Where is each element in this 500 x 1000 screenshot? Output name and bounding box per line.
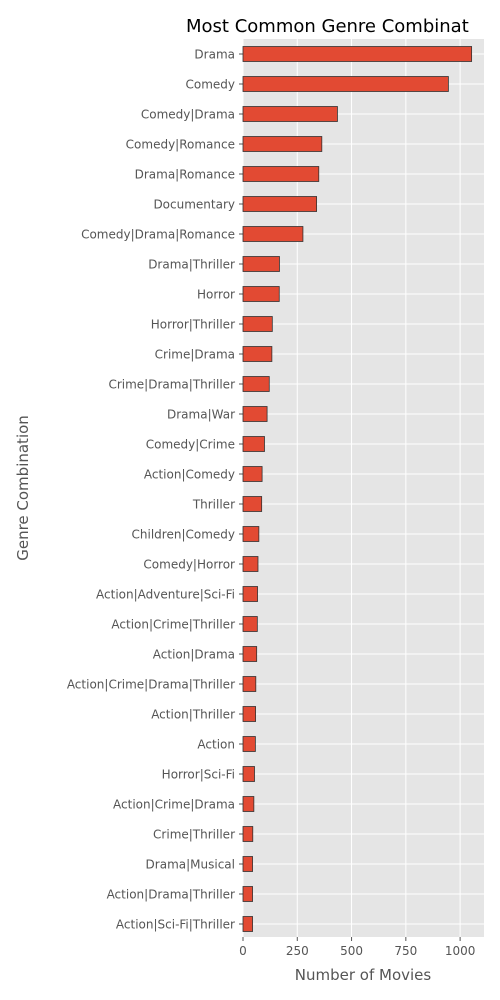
y-tick-label: Comedy|Horror <box>143 558 235 572</box>
bar <box>242 136 323 152</box>
x-tick-label: 750 <box>394 944 417 958</box>
bar <box>242 826 254 842</box>
y-tick-label: Comedy|Crime <box>146 438 235 452</box>
x-tick-label: 250 <box>286 944 309 958</box>
chart-title: Most Common Genre Combinat <box>186 16 469 37</box>
bar <box>242 376 270 392</box>
bar <box>242 556 259 572</box>
bar <box>242 856 253 872</box>
y-tick-label: Comedy|Drama <box>141 108 235 122</box>
y-tick-label: Comedy|Drama|Romance <box>81 228 235 242</box>
y-tick-label: Horror <box>197 288 235 302</box>
y-tick-label: Action|Comedy <box>144 468 235 482</box>
bar <box>242 436 265 452</box>
x-tick-label: 500 <box>340 944 363 958</box>
bar <box>242 466 263 482</box>
x-tick-labels: 0 250 500 750 1000 <box>239 944 475 958</box>
y-tick-label: Action|Adventure|Sci-Fi <box>96 588 235 602</box>
bar <box>242 916 253 932</box>
x-tick-label: 0 <box>239 944 247 958</box>
y-tick-label: Action|Crime|Thriller <box>111 618 235 632</box>
bar <box>242 526 260 542</box>
y-tick-label: Horror|Sci-Fi <box>162 768 235 782</box>
bar <box>242 886 253 902</box>
y-tick-label: Action|Crime|Drama <box>113 798 235 812</box>
x-axis-label: Number of Movies <box>295 966 432 984</box>
y-tick-label: Action|Drama|Thriller <box>107 888 235 902</box>
y-tick-label: Action|Crime|Drama|Thriller <box>67 678 235 692</box>
y-tick-label: Action <box>197 738 235 752</box>
y-tick-label: Horror|Thriller <box>151 318 235 332</box>
y-tick-label: Action|Sci-Fi|Thriller <box>116 918 235 932</box>
y-axis-label: Genre Combination <box>14 415 32 561</box>
y-tick-label: Action|Thriller <box>151 708 235 722</box>
y-tick-label: Crime|Drama <box>155 348 235 362</box>
y-tick-label: Drama|War <box>167 408 235 422</box>
bar <box>242 616 258 632</box>
y-tick-label: Children|Comedy <box>132 528 235 542</box>
y-tick-label: Drama|Musical <box>146 858 235 872</box>
plot-background <box>243 39 484 937</box>
bar <box>242 256 280 272</box>
bar <box>242 796 255 812</box>
bar <box>242 76 449 92</box>
bar <box>242 406 268 422</box>
y-tick-label: Drama|Romance <box>135 168 235 182</box>
bar <box>242 286 280 302</box>
bar <box>242 496 263 512</box>
y-tick-label: Thriller <box>192 498 235 512</box>
bar <box>242 586 258 602</box>
bar <box>242 676 257 692</box>
bar <box>242 226 304 242</box>
y-tick-label: Drama <box>194 48 235 62</box>
y-tick-labels: Drama Comedy Comedy|Drama Comedy|Romance Dra… <box>67 48 235 932</box>
y-tick-label: Comedy <box>185 78 235 92</box>
bar <box>242 766 255 782</box>
y-tick-label: Drama|Thriller <box>148 258 235 272</box>
y-tick-label: Crime|Thriller <box>153 828 235 842</box>
y-tick-label: Documentary <box>153 198 235 212</box>
bars <box>242 46 473 932</box>
y-tick-label: Comedy|Romance <box>126 138 235 152</box>
bar <box>242 46 473 62</box>
bar <box>242 166 320 182</box>
bar <box>242 316 273 332</box>
bar <box>242 646 258 662</box>
bar <box>242 706 256 722</box>
x-tick-label: 1000 <box>445 944 476 958</box>
y-tick-label: Action|Drama <box>153 648 235 662</box>
bar <box>242 106 338 122</box>
bar <box>242 346 273 362</box>
y-tick-label: Crime|Drama|Thriller <box>108 378 235 392</box>
bar <box>242 736 256 752</box>
bar <box>242 196 318 212</box>
